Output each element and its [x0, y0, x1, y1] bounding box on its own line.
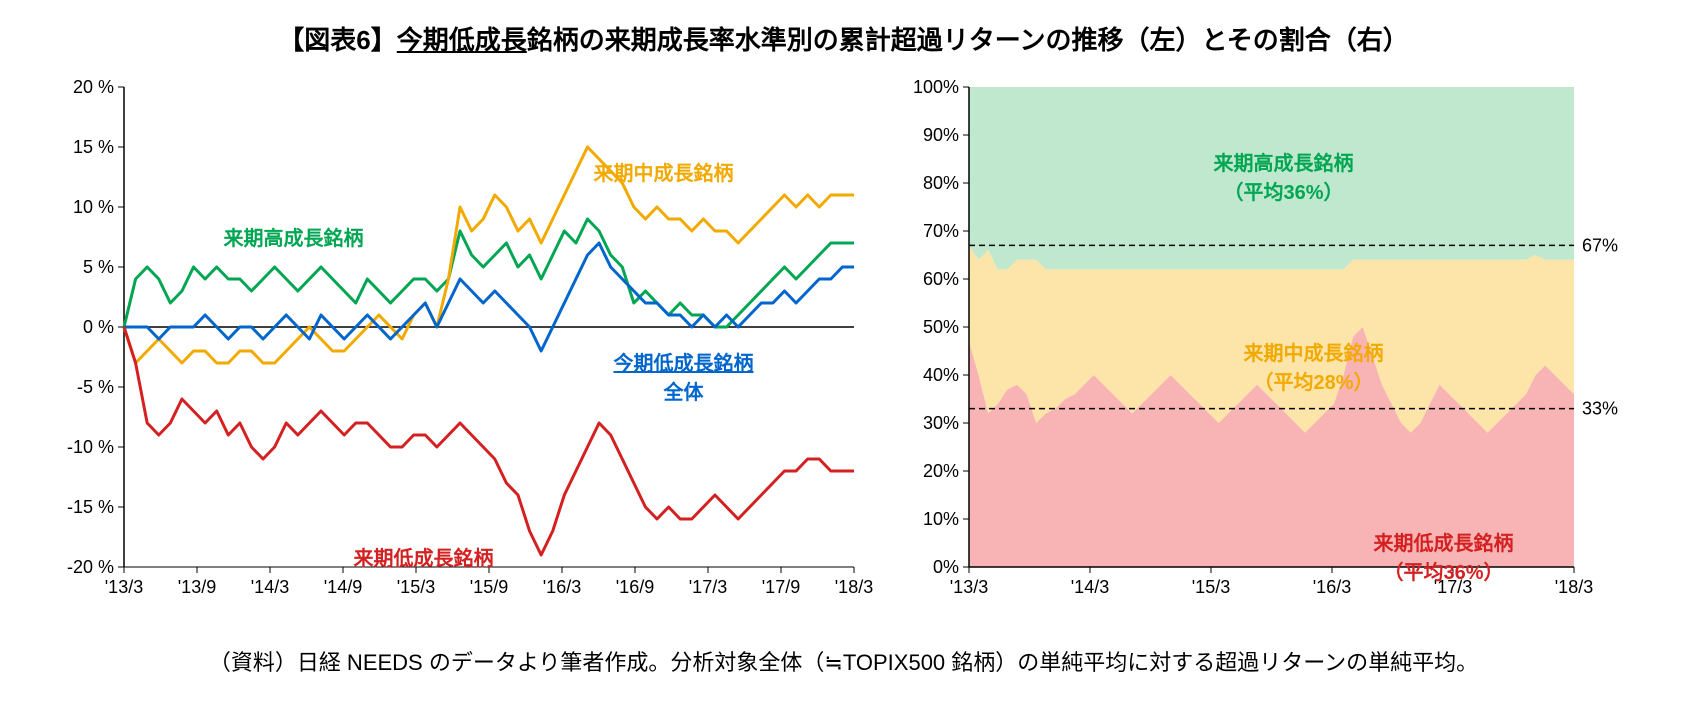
charts-container: -20 % -15 % -10 % -5 % 0 % 5 % 10 % 15 % 20 % '13… [30, 67, 1657, 627]
svg-text:50%: 50% [922, 317, 958, 337]
svg-text:20%: 20% [922, 461, 958, 481]
svg-text:'15/3: '15/3 [396, 577, 434, 597]
svg-text:'14/3: '14/3 [1070, 577, 1108, 597]
svg-text:'14/3: '14/3 [250, 577, 288, 597]
title-prefix: 【図表6】 [278, 25, 396, 55]
series-label: 来期低成長銘柄 [354, 542, 494, 571]
area-series-label: 来期低成長銘柄（平均36%） [1374, 527, 1514, 585]
svg-text:90%: 90% [922, 125, 958, 145]
svg-text:'14/9: '14/9 [323, 577, 361, 597]
svg-text:'13/9: '13/9 [177, 577, 215, 597]
svg-text:-20 %: -20 % [66, 557, 113, 577]
svg-text:-15 %: -15 % [66, 497, 113, 517]
svg-text:0%: 0% [932, 557, 958, 577]
series-label: 来期中成長銘柄 [594, 157, 734, 186]
line-chart: -20 % -15 % -10 % -5 % 0 % 5 % 10 % 15 % 20 % '13… [54, 67, 874, 627]
svg-text:'17/3: '17/3 [688, 577, 726, 597]
title-rest: 銘柄の来期成長率水準別の累計超過リターンの推移（左）とその割合（右） [527, 25, 1409, 55]
svg-text:80%: 80% [922, 173, 958, 193]
svg-text:60%: 60% [922, 269, 958, 289]
area-chart: 0% 10% 20% 30% 40% 50% 60% 70% 80% 90% 100% '13/3 '1… [914, 67, 1634, 627]
series-label: 来期高成長銘柄 [224, 222, 364, 251]
title-underline: 今期低成長 [397, 25, 527, 55]
svg-text:67%: 67% [1582, 235, 1618, 255]
svg-text:70%: 70% [922, 221, 958, 241]
svg-text:0 %: 0 % [82, 317, 113, 337]
chart-title: 【図表6】今期低成長銘柄の来期成長率水準別の累計超過リターンの推移（左）とその割… [30, 20, 1657, 57]
svg-text:40%: 40% [922, 365, 958, 385]
svg-text:5 %: 5 % [82, 257, 113, 277]
area-series-label: 来期高成長銘柄（平均36%） [1214, 147, 1354, 205]
svg-text:100%: 100% [914, 77, 959, 97]
svg-text:'15/3: '15/3 [1191, 577, 1229, 597]
svg-text:10 %: 10 % [72, 197, 113, 217]
area-series-label: 来期中成長銘柄（平均28%） [1244, 337, 1384, 395]
svg-text:'17/9: '17/9 [761, 577, 799, 597]
svg-text:'18/3: '18/3 [834, 577, 872, 597]
svg-text:'16/9: '16/9 [615, 577, 653, 597]
svg-text:10%: 10% [922, 509, 958, 529]
svg-text:30%: 30% [922, 413, 958, 433]
series-label: 今期低成長銘柄全体 [614, 347, 754, 405]
footnote: （資料）日経 NEEDS のデータより筆者作成。分析対象全体（≒TOPIX500… [30, 645, 1657, 677]
svg-text:'13/3: '13/3 [104, 577, 142, 597]
svg-text:-10 %: -10 % [66, 437, 113, 457]
svg-text:'16/3: '16/3 [542, 577, 580, 597]
svg-text:'13/3: '13/3 [949, 577, 987, 597]
svg-text:-5 %: -5 % [76, 377, 113, 397]
svg-text:15 %: 15 % [72, 137, 113, 157]
svg-text:33%: 33% [1582, 399, 1618, 419]
svg-text:'18/3: '18/3 [1554, 577, 1592, 597]
svg-text:20 %: 20 % [72, 77, 113, 97]
svg-text:'16/3: '16/3 [1312, 577, 1350, 597]
svg-text:'15/9: '15/9 [469, 577, 507, 597]
